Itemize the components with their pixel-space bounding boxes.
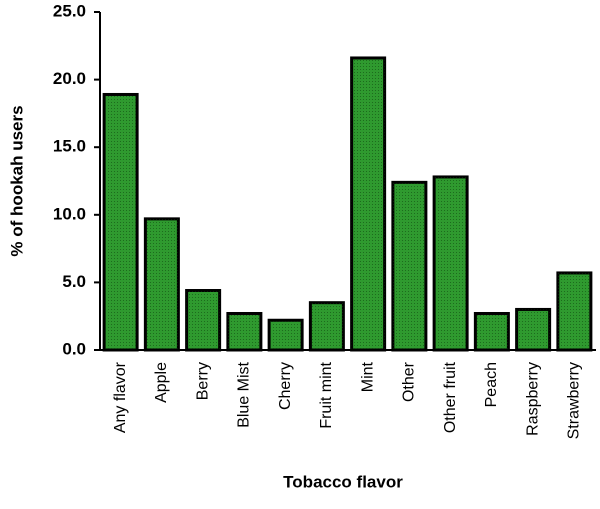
bar-texture [186,290,220,350]
x-tick-label: Other [401,361,418,402]
bar-texture [392,182,426,350]
bar-texture [145,218,179,350]
x-tick-label: Strawberry [566,362,583,439]
y-tick-label: 15.0 [53,137,86,156]
bar-texture [310,302,344,350]
x-tick-label: Peach [483,362,500,407]
bar-texture [516,309,550,350]
x-tick-label: Other fruit [442,361,459,433]
x-tick-label: Any flavor [112,361,129,433]
y-tick-label: 5.0 [62,272,86,291]
x-tick-label: Raspberry [524,362,541,436]
y-tick-label: 20.0 [53,69,86,88]
y-tick-label: 10.0 [53,204,86,223]
x-tick-label: Mint [359,361,376,392]
x-tick-label: Cherry [277,362,294,410]
y-axis-title: % of hookah users [7,105,26,256]
bar-texture [475,313,509,350]
bar-texture [434,176,468,350]
x-tick-label: Blue Mist [236,361,253,427]
x-tick-label: Fruit mint [318,361,335,428]
y-tick-label: 0.0 [62,339,86,358]
bar-texture [351,57,385,351]
bar-texture [269,320,303,350]
x-tick-label: Apple [153,362,170,403]
bar-texture [227,313,261,350]
bar-texture [104,94,138,350]
y-tick-label: 25.0 [53,1,86,20]
bar-texture [557,272,591,350]
x-tick-label: Berry [194,362,211,400]
x-axis-title: Tobacco flavor [283,472,403,491]
